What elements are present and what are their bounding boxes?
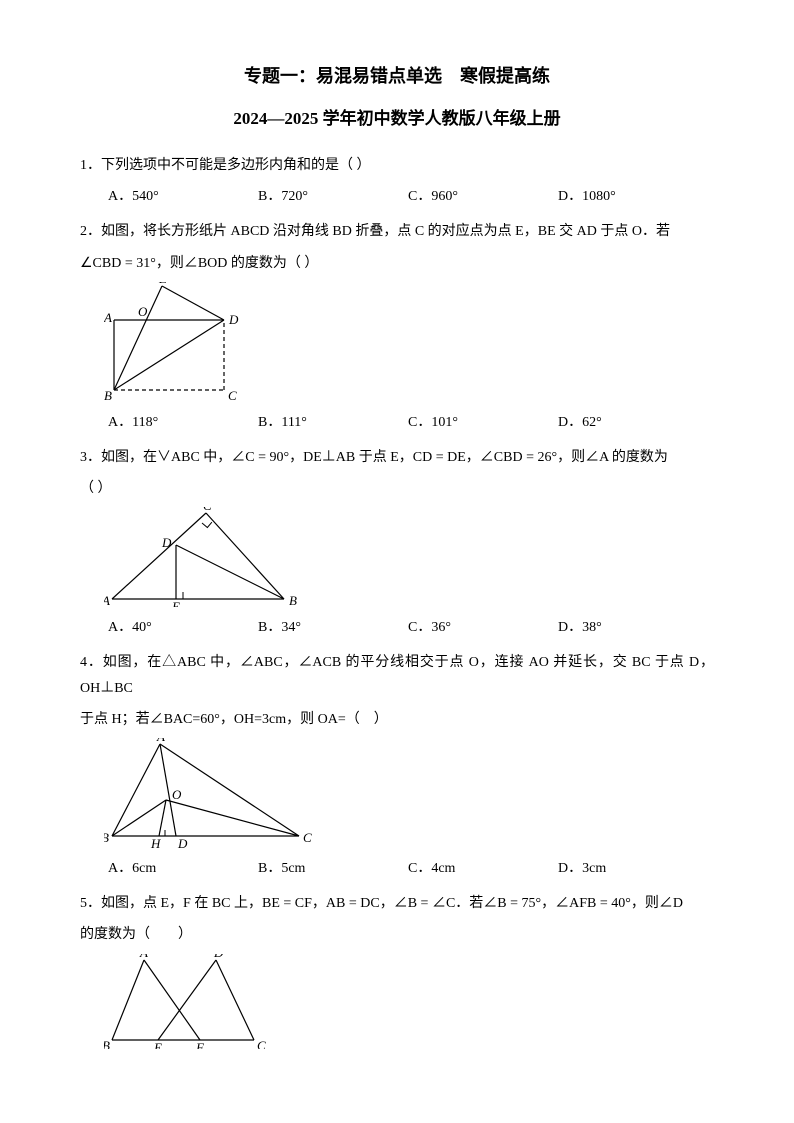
q1-stem: 1．下列选项中不可能是多边形内角和的是（ ） (80, 153, 714, 178)
svg-text:F: F (195, 1040, 205, 1049)
q4-opt-c: C．4cm (408, 856, 558, 881)
q1-opt-c: C．960° (408, 184, 558, 209)
svg-text:B: B (104, 1038, 110, 1049)
svg-text:A: A (156, 738, 165, 744)
q2-svg: A O D E B C (104, 282, 254, 402)
q1-opt-a: A．540° (108, 184, 258, 209)
q2-opt-b: B．111° (258, 410, 408, 435)
q5-stem1: 5．如图，点 E，F 在 BC 上，BE = CF，AB = DC，∠B = ∠… (80, 891, 714, 916)
svg-text:E: E (158, 282, 167, 286)
svg-text:O: O (172, 787, 182, 802)
svg-text:B: B (104, 388, 112, 402)
q3-stem1: 3．如图，在∨ABC 中，∠C = 90°，DE⊥AB 于点 E，CD = DE… (80, 445, 714, 470)
q2-options: A．118° B．111° C．101° D．62° (80, 410, 714, 435)
q1-options: A．540° B．720° C．960° D．1080° (80, 184, 714, 209)
q3-options: A．40° B．34° C．36° D．38° (80, 615, 714, 640)
q4-svg: A B C O H D (104, 738, 314, 848)
svg-text:D: D (213, 954, 224, 960)
svg-text:E: E (153, 1040, 162, 1049)
q3-opt-b: B．34° (258, 615, 408, 640)
q2-opt-d: D．62° (558, 410, 708, 435)
q5-figure: A D B E F C (104, 954, 714, 1049)
q4-opt-d: D．3cm (558, 856, 708, 881)
q2-opt-c: C．101° (408, 410, 558, 435)
q3-svg: A B C D E (104, 507, 304, 607)
svg-text:A: A (139, 954, 148, 960)
svg-text:D: D (161, 535, 172, 550)
q3-opt-c: C．36° (408, 615, 558, 640)
q4-stem1: 4．如图，在△ABC 中，∠ABC，∠ACB 的平分线相交于点 O，连接 AO … (80, 650, 714, 700)
q5-stem2: 的度数为（ ） (80, 922, 714, 947)
q4-stem2: 于点 H；若∠BAC=60°，OH=3cm，则 OA=（ ） (80, 707, 714, 732)
svg-text:B: B (289, 593, 297, 607)
svg-text:C: C (228, 388, 237, 402)
svg-text:C: C (203, 507, 212, 513)
q2-stem2: ∠CBD = 31°，则∠BOD 的度数为（ ） (80, 251, 714, 276)
q3-figure: A B C D E (104, 507, 714, 607)
q2-opt-a: A．118° (108, 410, 258, 435)
q3-opt-d: D．38° (558, 615, 708, 640)
q4-options: A．6cm B．5cm C．4cm D．3cm (80, 856, 714, 881)
svg-text:C: C (257, 1038, 266, 1049)
q5-svg: A D B E F C (104, 954, 274, 1049)
title-main: 专题一：易混易错点单选 寒假提高练 (80, 60, 714, 92)
svg-text:O: O (138, 304, 148, 319)
q2-stem1: 2．如图，将长方形纸片 ABCD 沿对角线 BD 折叠，点 C 的对应点为点 E… (80, 219, 714, 244)
q3-stem2: （ ） (80, 476, 714, 501)
q1-opt-b: B．720° (258, 184, 408, 209)
svg-text:E: E (171, 599, 180, 607)
svg-text:D: D (177, 836, 188, 848)
q3-opt-a: A．40° (108, 615, 258, 640)
q4-opt-a: A．6cm (108, 856, 258, 881)
q4-figure: A B C O H D (104, 738, 714, 848)
q2-figure: A O D E B C (104, 282, 714, 402)
title-sub: 2024—2025 学年初中数学人教版八年级上册 (80, 104, 714, 135)
svg-text:H: H (150, 836, 161, 848)
svg-text:D: D (228, 312, 239, 327)
svg-text:B: B (104, 830, 109, 845)
svg-text:A: A (104, 593, 110, 607)
q1-opt-d: D．1080° (558, 184, 708, 209)
svg-text:C: C (303, 830, 312, 845)
svg-text:A: A (104, 310, 112, 325)
q4-opt-b: B．5cm (258, 856, 408, 881)
